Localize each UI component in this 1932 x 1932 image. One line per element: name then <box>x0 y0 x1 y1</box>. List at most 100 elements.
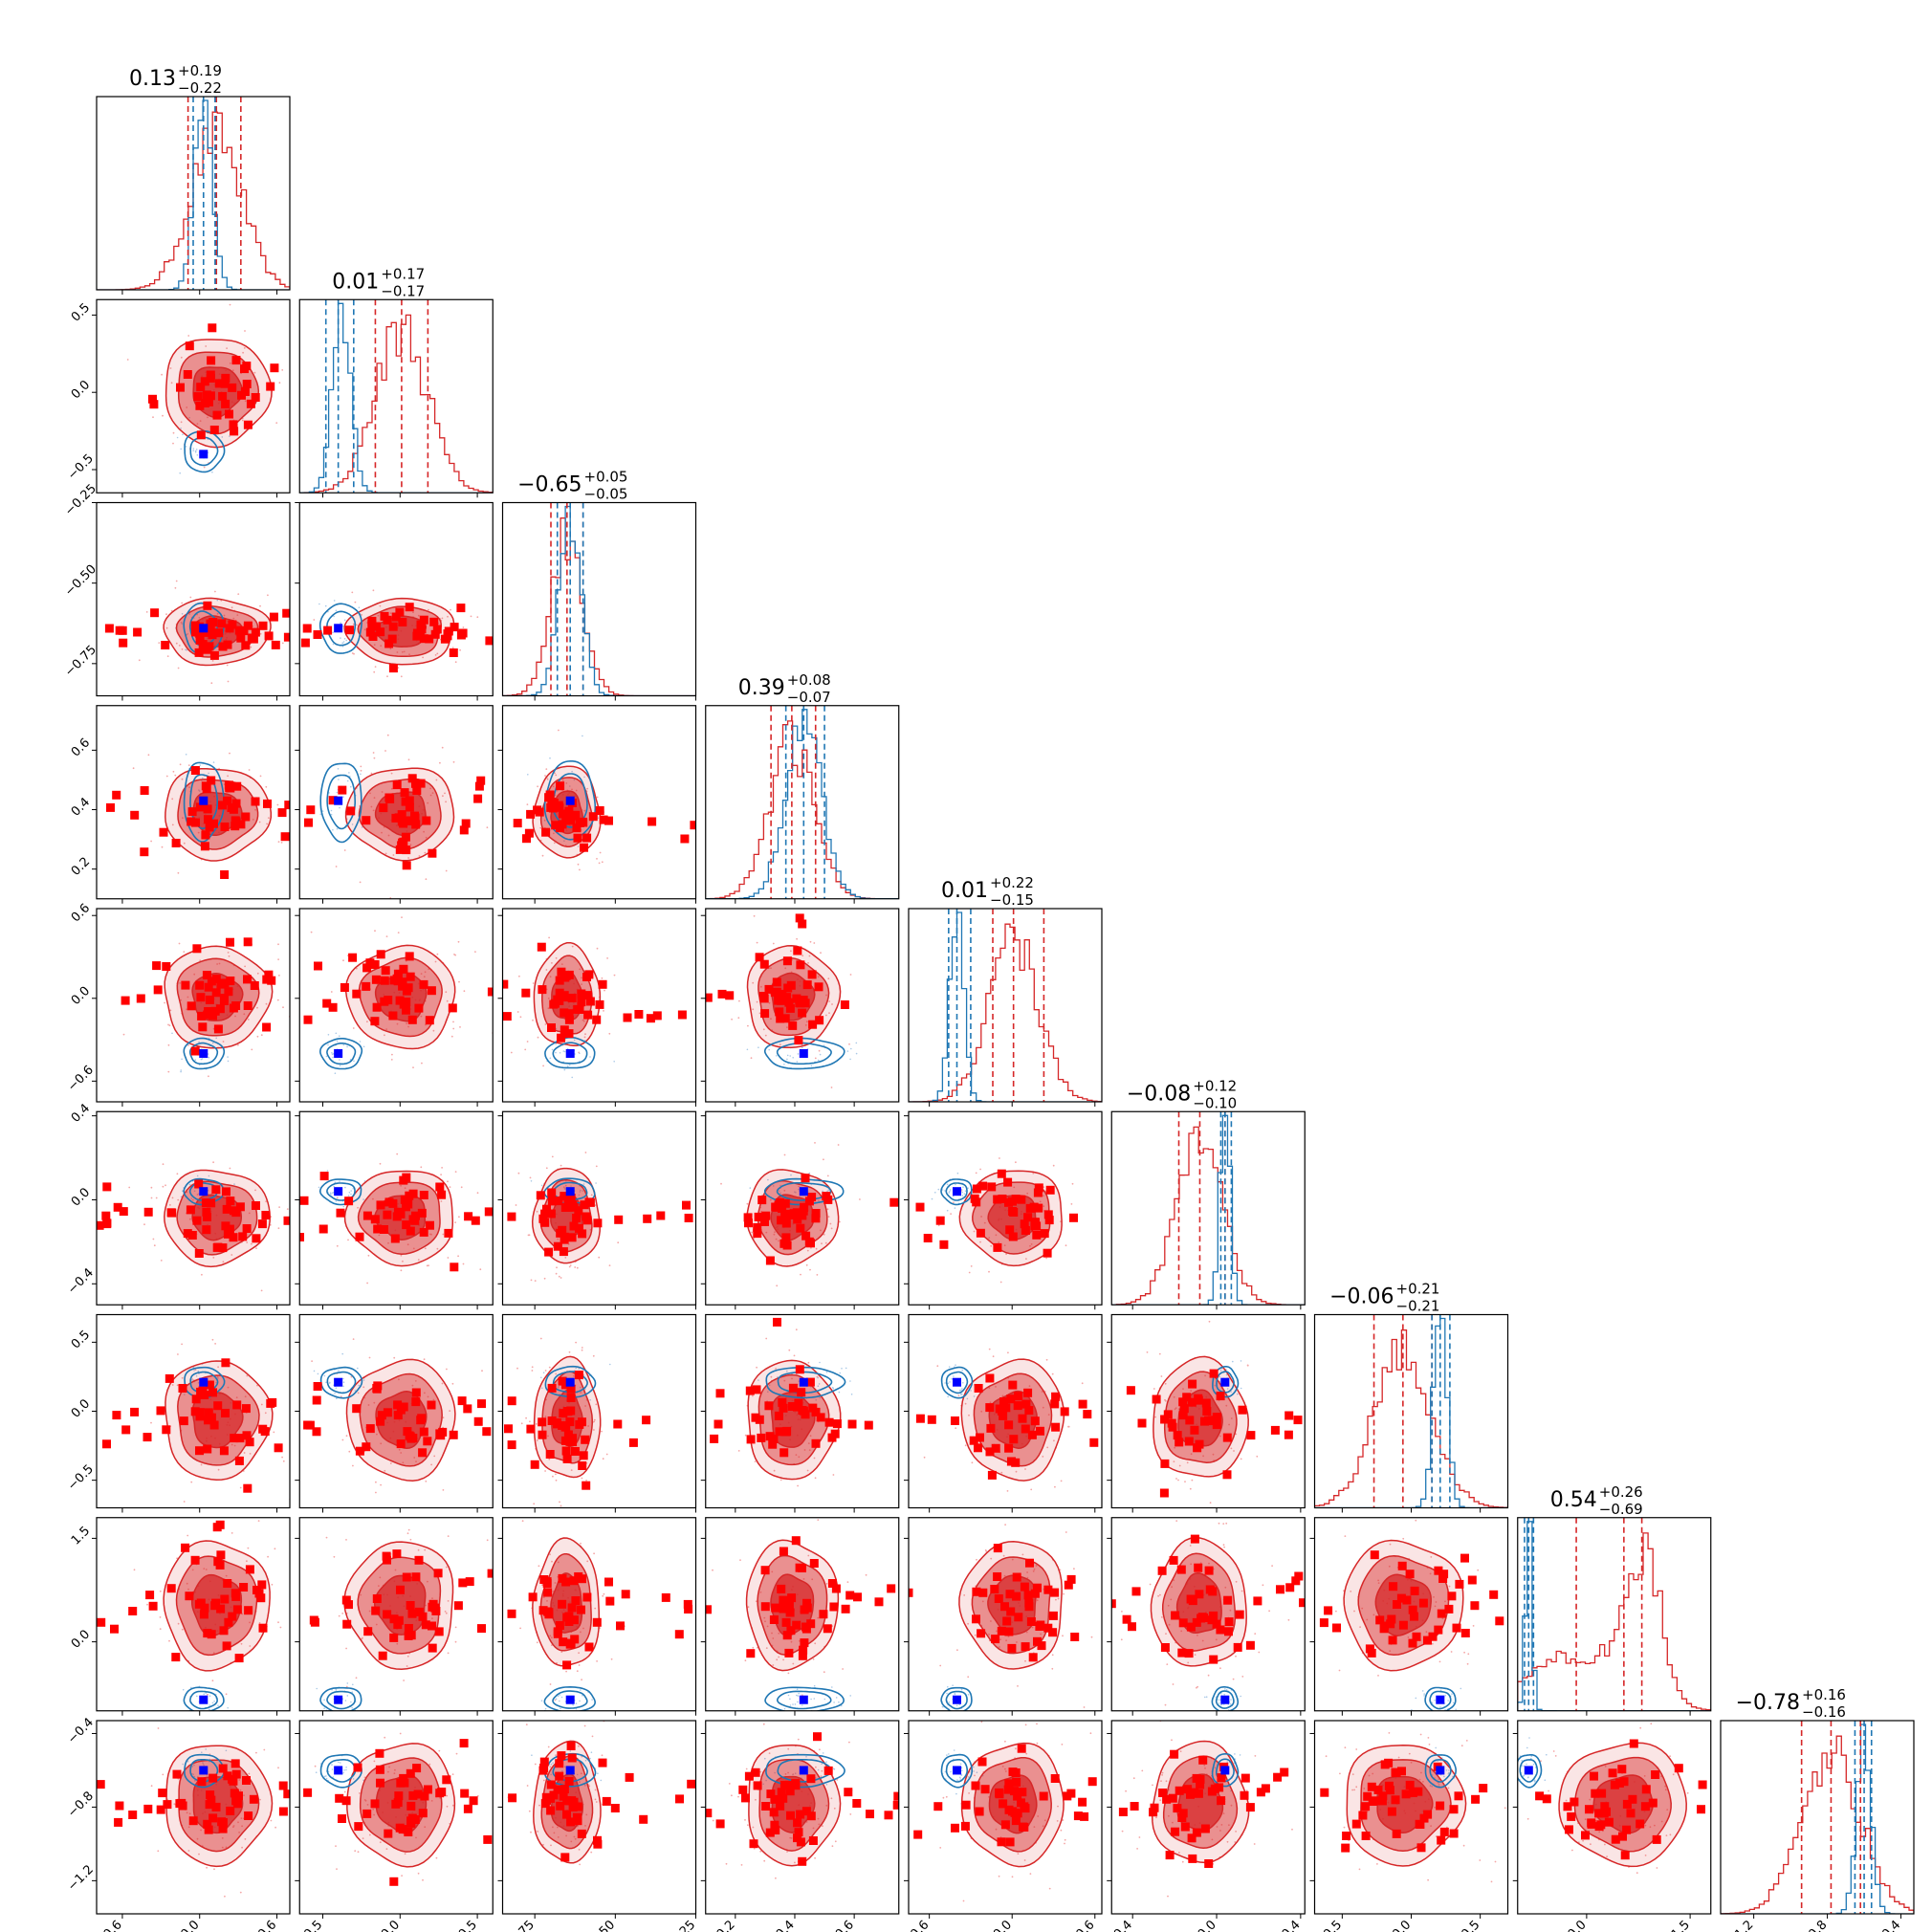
marker-square <box>581 1435 590 1444</box>
sample-point <box>352 1188 355 1190</box>
marker-square <box>566 1384 576 1394</box>
sample-point <box>126 359 129 361</box>
marker-square <box>793 946 802 955</box>
sample-point <box>389 648 392 650</box>
sample-point <box>212 1161 215 1164</box>
sample-point <box>338 1614 340 1617</box>
sample-point <box>751 1231 754 1234</box>
sample-point <box>486 1539 489 1542</box>
sample-point <box>375 1491 377 1494</box>
marker-square <box>380 976 389 985</box>
sample-point <box>592 1354 595 1357</box>
marker-square <box>417 1208 427 1218</box>
sample-point <box>841 1704 843 1707</box>
marker-square <box>798 1008 807 1018</box>
sample-point <box>995 1234 998 1237</box>
sample-point <box>133 1569 136 1571</box>
sample-point <box>285 621 287 623</box>
marker-square <box>799 1406 808 1416</box>
marker-square <box>1410 1612 1418 1621</box>
sample-point <box>537 1831 539 1833</box>
sample-point <box>211 1042 214 1044</box>
sample-point <box>1011 1558 1014 1561</box>
sample-point <box>368 1833 371 1836</box>
sample-point <box>1006 1490 1009 1492</box>
marker-square <box>1070 1633 1080 1641</box>
marker-square <box>228 383 237 392</box>
marker-square <box>1051 1392 1061 1401</box>
sample-point <box>814 1642 817 1645</box>
sample-point <box>531 1366 534 1369</box>
marker-square <box>568 1438 578 1447</box>
sample-point <box>574 1715 576 1717</box>
sample-point <box>268 817 270 820</box>
sample-point <box>737 1450 740 1452</box>
sample-point <box>451 647 454 649</box>
sample-point <box>207 1715 209 1717</box>
marker-square <box>939 1240 949 1249</box>
marker-square <box>465 1577 474 1587</box>
sample-point <box>1438 1660 1441 1663</box>
sample-point <box>818 1383 821 1385</box>
panel-frame <box>908 1110 1103 1306</box>
marker-square <box>1495 1616 1504 1626</box>
sample-point <box>425 836 428 839</box>
contour-secondary-outer <box>544 1036 596 1069</box>
sample-point <box>549 757 551 759</box>
sample-point <box>807 1361 810 1364</box>
true-value-marker <box>799 1377 808 1387</box>
true-value-marker <box>799 1049 808 1058</box>
marker-square <box>419 1427 428 1437</box>
sample-point <box>583 1724 586 1727</box>
y-tick-label: −0.25 <box>62 482 99 519</box>
sample-point <box>517 1172 520 1175</box>
marker-square <box>554 1197 563 1206</box>
marker-square <box>229 1206 238 1216</box>
marker-square <box>121 996 130 1005</box>
marker-square <box>1014 1392 1023 1401</box>
sample-point <box>188 1218 191 1220</box>
sample-point <box>756 1366 757 1369</box>
sample-point <box>215 1381 217 1384</box>
marker-square <box>1397 1561 1407 1570</box>
panel-content <box>915 1157 1078 1284</box>
sample-point <box>189 596 192 599</box>
contour-secondary-inner <box>326 774 356 830</box>
sample-point <box>590 1194 593 1197</box>
sample-point <box>798 1692 800 1695</box>
sample-point <box>568 1350 571 1353</box>
sample-point <box>1177 1479 1179 1482</box>
marker-square <box>765 1256 775 1265</box>
sample-point <box>937 1224 940 1227</box>
sample-point <box>823 1671 825 1674</box>
sample-point <box>795 1328 798 1331</box>
marker-square <box>319 1172 329 1181</box>
marker-square <box>1050 1588 1060 1597</box>
sample-point <box>424 1548 427 1551</box>
sample-point <box>575 789 578 792</box>
marker-square <box>829 1602 839 1612</box>
sample-point <box>810 1246 812 1249</box>
sample-point <box>827 1189 830 1192</box>
panel-content <box>705 705 899 899</box>
marker-square <box>1006 1394 1016 1404</box>
marker-square <box>362 981 371 991</box>
sample-point <box>200 1058 203 1061</box>
sample-point <box>150 1186 153 1189</box>
marker-square <box>582 1481 591 1490</box>
marker-square <box>344 1600 353 1610</box>
marker-square <box>406 1818 416 1828</box>
marker-square <box>393 1411 403 1420</box>
sample-point <box>1190 1453 1193 1456</box>
marker-square <box>473 1416 483 1426</box>
sample-point <box>579 1052 581 1055</box>
panel-5-4 <box>904 1110 1103 1310</box>
marker-square <box>225 624 234 633</box>
marker-square <box>104 624 114 633</box>
panel-frame <box>96 96 291 291</box>
sample-point <box>278 975 280 977</box>
sample-point <box>560 963 563 965</box>
sample-point <box>335 1387 338 1389</box>
marker-square <box>188 1816 198 1826</box>
sample-point <box>1447 1700 1449 1701</box>
